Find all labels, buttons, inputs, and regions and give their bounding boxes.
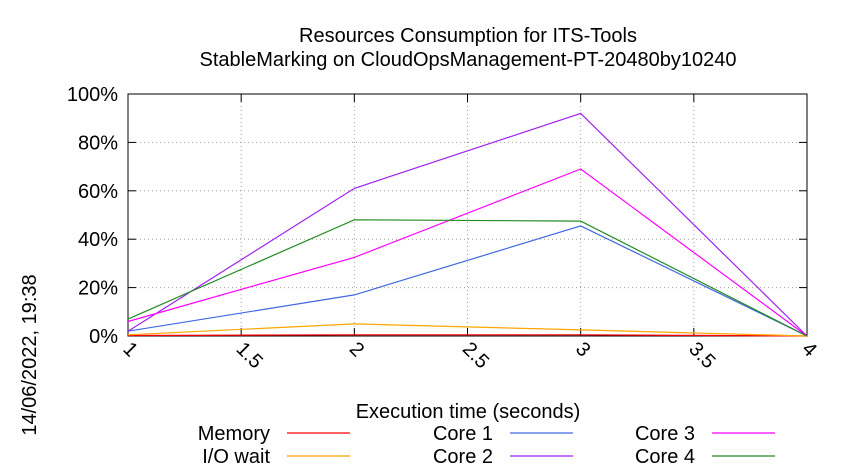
x-tick-label: 4	[797, 338, 820, 361]
y-tick-label: 100%	[67, 84, 118, 106]
grid	[128, 94, 807, 336]
date-stamp: 14/06/2022, 19:38	[19, 274, 41, 435]
y-tick-label: 80%	[78, 132, 118, 154]
series-line-core-4	[127, 219, 808, 337]
x-tick-label: 1	[118, 338, 141, 361]
axes: 0% 20% 40% 60% 80% 100% 1 1.5 2 2.5 3 3.5 4	[67, 84, 821, 373]
series-line-core-1	[127, 225, 808, 337]
series-lines	[127, 112, 808, 337]
chart-title: Resources Consumption for ITS-Tools	[299, 25, 637, 47]
series-line-core-3	[127, 168, 808, 337]
legend-label-memory: Memory	[198, 423, 270, 445]
x-tick-label: 2.5	[458, 338, 493, 373]
legend-label-core-3: Core 3	[635, 423, 695, 445]
series-line-i-o-wait	[127, 323, 808, 337]
legend-label-i-o-wait: I/O wait	[202, 446, 270, 468]
x-tick-label: 3.5	[684, 338, 719, 373]
series-line-core-2	[127, 112, 808, 337]
x-tick-label: 3	[571, 338, 594, 361]
x-tick-label: 1.5	[232, 338, 267, 373]
legend-label-core-2: Core 2	[433, 446, 493, 468]
y-tick-label: 60%	[78, 181, 118, 203]
legend-label-core-4: Core 4	[635, 446, 695, 468]
y-tick-label: 20%	[78, 278, 118, 300]
series-line-memory	[127, 334, 808, 337]
legend-label-core-1: Core 1	[433, 423, 493, 445]
y-tick-label: 40%	[78, 229, 118, 251]
x-tick-label: 2	[345, 338, 368, 361]
chart-subtitle: StableMarking on CloudOpsManagement-PT-2…	[199, 49, 736, 71]
x-axis-label: Execution time (seconds)	[356, 401, 581, 423]
y-tick-label: 0%	[89, 326, 118, 348]
